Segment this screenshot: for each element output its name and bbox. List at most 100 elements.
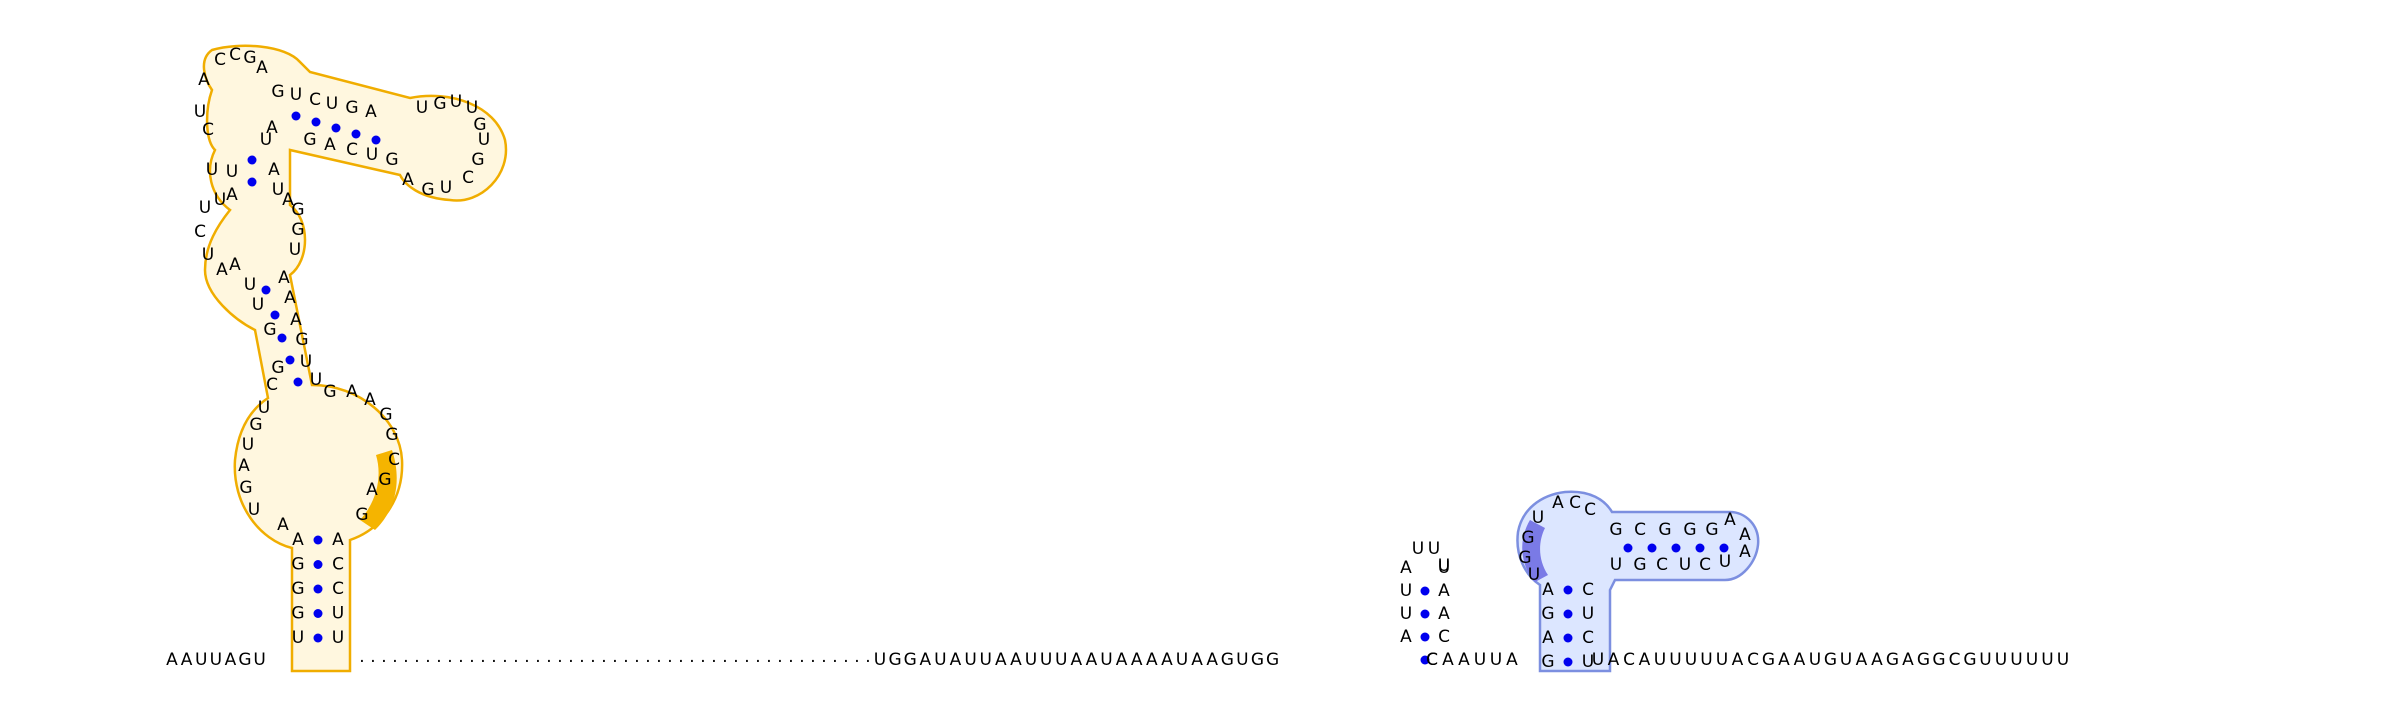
backbone-mid-base: A bbox=[1116, 650, 1128, 670]
gap-marker: · bbox=[865, 652, 870, 672]
left-domain-base: U bbox=[326, 94, 338, 114]
right-domain-base: G bbox=[1609, 520, 1622, 540]
backbone-5prime-base: A bbox=[181, 650, 193, 670]
base-pair-dot bbox=[291, 111, 301, 121]
gap-marker: · bbox=[546, 652, 551, 672]
left-domain-base: C bbox=[309, 90, 321, 110]
base-pair-dot bbox=[1647, 543, 1657, 553]
base-pair-dot bbox=[1563, 585, 1573, 595]
base-pair-dots bbox=[247, 111, 1729, 667]
gap-marker: · bbox=[667, 652, 672, 672]
gap-marker: · bbox=[623, 652, 628, 672]
backbone-3prime-base: A bbox=[1778, 650, 1790, 670]
gap-marker: · bbox=[557, 652, 562, 672]
base-pair-dot bbox=[1563, 609, 1573, 619]
left-domain-base: C bbox=[229, 45, 241, 65]
base-pair-dot bbox=[293, 377, 303, 387]
right-stem-base: G bbox=[1541, 652, 1554, 672]
base-pair-dot bbox=[1623, 543, 1633, 553]
backbone-3prime-base: A bbox=[1856, 650, 1868, 670]
left-domain-base: U bbox=[310, 370, 322, 390]
gap-marker: · bbox=[799, 652, 804, 672]
right-stem-base: A bbox=[1542, 580, 1554, 600]
left-domain-base: A bbox=[198, 70, 210, 90]
gap-marker: · bbox=[447, 652, 452, 672]
backbone-3prime-base: U bbox=[1840, 650, 1852, 670]
base-pair-dot bbox=[1420, 655, 1430, 665]
left-domain-base: A bbox=[346, 382, 358, 402]
base-pair-dot bbox=[247, 155, 257, 165]
left-domain-base: U bbox=[478, 130, 490, 150]
gap-marker: · bbox=[436, 652, 441, 672]
backbone-3prime-base: G bbox=[1917, 650, 1930, 670]
backbone-5prime-base: A bbox=[166, 650, 178, 670]
right-stem-base: U bbox=[1582, 652, 1594, 672]
left-stem-base: U bbox=[332, 604, 344, 624]
gap-marker: · bbox=[777, 652, 782, 672]
left-domain-base: G bbox=[271, 358, 284, 378]
right-domain-base: G bbox=[1705, 520, 1718, 540]
left-domain-base: C bbox=[346, 140, 358, 160]
backbone-mid-base: A bbox=[1161, 650, 1173, 670]
backbone-5prime-base: U bbox=[253, 650, 265, 670]
right-domain-base: G bbox=[1518, 548, 1531, 568]
right-domain-base: G bbox=[1658, 520, 1671, 540]
left-stem-base: C bbox=[332, 579, 344, 599]
backbone-mid-base: A bbox=[1010, 650, 1022, 670]
left-domain-base: U bbox=[194, 102, 206, 122]
left-domain-base: C bbox=[194, 222, 206, 242]
left-domain-base: A bbox=[282, 190, 294, 210]
backbone-mid-base: U bbox=[1176, 650, 1188, 670]
left-domain-base: G bbox=[323, 382, 336, 402]
hairpin-small-left-base: A bbox=[1400, 627, 1412, 647]
right-stem-base: C bbox=[1582, 628, 1594, 648]
gap-marker: · bbox=[744, 652, 749, 672]
backbone-mid-base: A bbox=[995, 650, 1007, 670]
backbone-3prime-base: U bbox=[1592, 650, 1604, 670]
left-domain-base: A bbox=[238, 456, 250, 476]
backbone-mid-base: G bbox=[889, 650, 902, 670]
gap-marker: · bbox=[579, 652, 584, 672]
gap-marker: · bbox=[843, 652, 848, 672]
backbone-mid-base: G bbox=[1221, 650, 1234, 670]
left-domain-base: U bbox=[466, 98, 478, 118]
gap-marker: · bbox=[403, 652, 408, 672]
base-pair-dot bbox=[1671, 543, 1681, 553]
gap-marker: · bbox=[722, 652, 727, 672]
right-domain-base: C bbox=[1656, 555, 1668, 575]
gap-marker: · bbox=[469, 652, 474, 672]
gap-marker: · bbox=[821, 652, 826, 672]
gap-marker: · bbox=[689, 652, 694, 672]
backbone-mid-base: U bbox=[964, 650, 976, 670]
gap-marker: · bbox=[810, 652, 815, 672]
backbone-3prime-base: U bbox=[2010, 650, 2022, 670]
right-stem-base: U bbox=[1582, 604, 1594, 624]
backbone-mid-base: G bbox=[1266, 650, 1279, 670]
backbone-3prime-base: U bbox=[1995, 650, 2007, 670]
left-domain-base: U bbox=[450, 92, 462, 112]
base-pair-dot bbox=[371, 135, 381, 145]
backbone-mid-base: U bbox=[1040, 650, 1052, 670]
left-domain-base: A bbox=[290, 310, 302, 330]
hairpin-small-left-base: U bbox=[1400, 581, 1412, 601]
right-domain-base: A bbox=[1724, 510, 1736, 530]
base-pair-dot bbox=[313, 609, 323, 618]
left-domain-highlight bbox=[360, 450, 397, 530]
base-pair-dot bbox=[351, 129, 361, 139]
backbone-3prime-base: A bbox=[1902, 650, 1914, 670]
backbone-3prime-base: U bbox=[2041, 650, 2053, 670]
left-domain-base: U bbox=[290, 85, 302, 105]
right-domain-base: C bbox=[1569, 493, 1581, 513]
left-domain-base: U bbox=[289, 240, 301, 260]
left-domain-base: A bbox=[284, 288, 296, 308]
left-stem-base: A bbox=[332, 530, 344, 550]
right-domain-base: A bbox=[1552, 493, 1564, 513]
backbone-mid-base: G bbox=[1251, 650, 1264, 670]
gap-marker: · bbox=[425, 652, 430, 672]
left-domain-base: A bbox=[216, 260, 228, 280]
backbone-bridge-base: U bbox=[1474, 650, 1486, 670]
gap-marker: · bbox=[590, 652, 595, 672]
right-domain-base: G bbox=[1521, 528, 1534, 548]
left-domain-base: U bbox=[214, 190, 226, 210]
left-domain-base: U bbox=[260, 130, 272, 150]
